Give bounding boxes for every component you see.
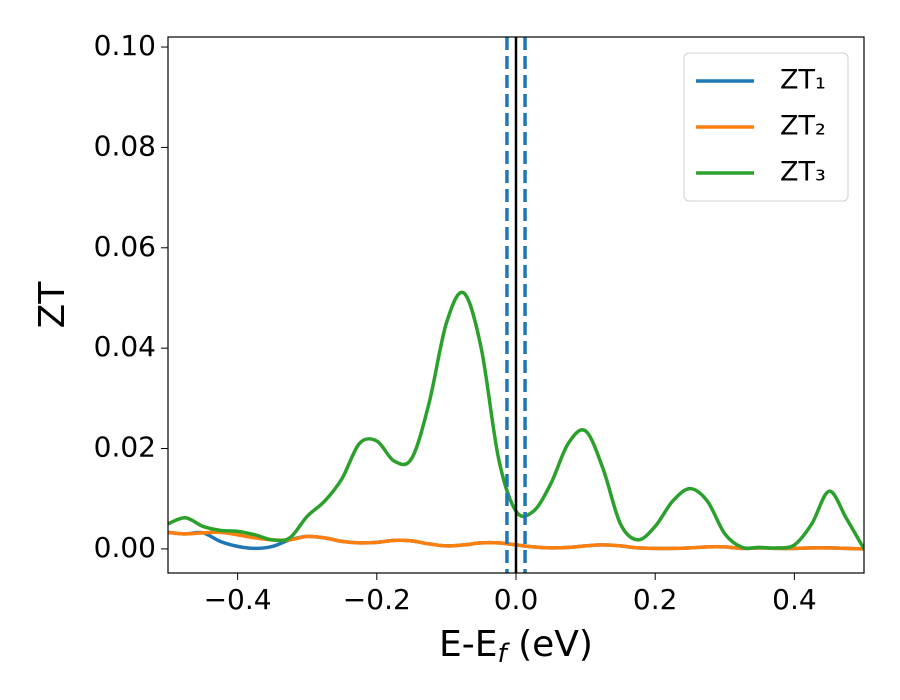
y-tick-label: 0.00 [94,531,156,564]
x-axis-label: E-Ef (eV) [439,624,593,669]
y-tick-label: 0.06 [94,230,156,263]
y-tick-label: 0.08 [94,129,156,162]
series-line [168,290,864,551]
x-tick-label: 0.0 [494,583,539,616]
x-tick-label: 0.2 [633,583,678,616]
legend-box [683,52,849,202]
y-tick-label: 0.10 [94,29,156,62]
y-tick-label: 0.04 [94,330,156,363]
x-tick-label: −0.2 [343,583,411,616]
legend-label: ZT₂ [780,111,826,142]
x-tick-label: 0.4 [772,583,817,616]
y-tick-label: 0.02 [94,431,156,464]
legend-label: ZT₃ [780,157,826,188]
legend-label: ZT₁ [780,65,826,96]
plot-frame [167,36,865,574]
y-axis-label: ZT [32,281,73,329]
x-tick-label: −0.4 [204,583,272,616]
